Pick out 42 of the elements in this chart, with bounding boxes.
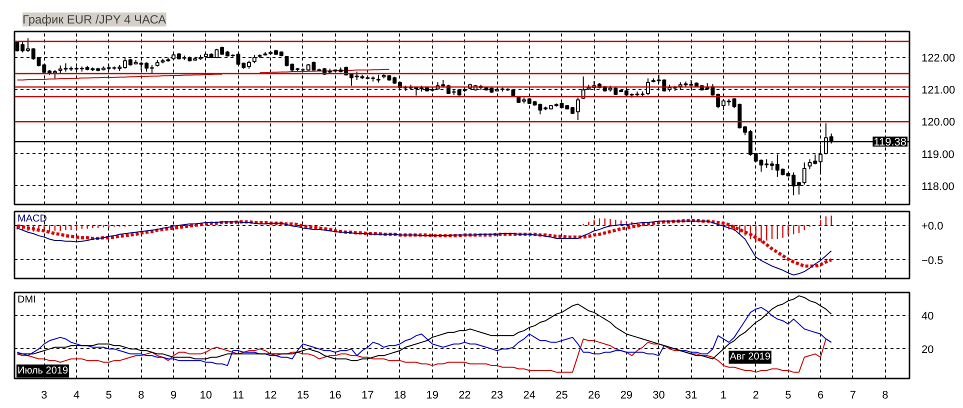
ref-line-label: 119.38	[874, 136, 906, 149]
chart-title: График EUR /JPY 4 ЧАСА	[22, 12, 166, 26]
x-tick-label: 5	[106, 390, 112, 402]
x-tick-label: 12	[264, 390, 277, 402]
y-tick-label: +0.0	[922, 220, 944, 232]
x-tick-label: 22	[458, 390, 471, 402]
x-tick-label: 6	[817, 390, 824, 402]
x-tick-label: 7	[850, 390, 856, 402]
chart-title: MACD	[18, 214, 47, 224]
x-tick-label: 2	[752, 390, 759, 402]
x-tick-label: 10	[200, 390, 212, 402]
y-tick-label: 118.00	[922, 180, 954, 193]
y-tick-label: 122.00	[922, 52, 956, 64]
x-tick-label: 5	[785, 390, 792, 402]
x-tick-label: 18	[394, 390, 406, 402]
x-tick-label: 19	[426, 390, 438, 402]
x-tick-label: 30	[652, 390, 665, 402]
x-tick-label: 31	[685, 390, 698, 402]
y-tick-label: 40	[922, 310, 934, 323]
y-tick-label: 120.00	[922, 116, 956, 129]
x-tick-label: 1	[720, 390, 727, 402]
annotation: Июль 2019	[18, 366, 68, 376]
y-tick-label: 121.00	[922, 84, 956, 97]
annotation: Авг 2019	[730, 352, 771, 363]
x-tick-label: 17	[362, 390, 374, 402]
x-tick-label: 9	[170, 390, 177, 402]
x-tick-label: 3	[41, 390, 48, 402]
x-tick-label: 25	[556, 390, 568, 402]
x-tick-label: 23	[490, 390, 504, 402]
y-tick-label: 20	[922, 344, 934, 356]
x-tick-label: 11	[232, 390, 244, 402]
x-tick-label: 8	[882, 390, 888, 402]
x-tick-label: 29	[620, 390, 633, 402]
x-tick-label: 24	[523, 390, 536, 402]
x-tick-label: 26	[588, 390, 600, 402]
y-tick-label: −0.5	[922, 254, 944, 267]
y-tick-label: 119.00	[922, 148, 954, 161]
x-tick-label: 4	[73, 390, 80, 402]
x-tick-label: 8	[138, 390, 144, 402]
x-tick-label: 16	[329, 390, 342, 402]
x-tick-label: 15	[296, 390, 310, 402]
chart-title: DMI	[18, 294, 36, 306]
